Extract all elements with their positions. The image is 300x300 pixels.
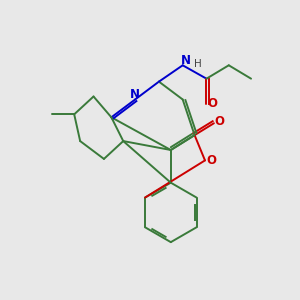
Text: H: H xyxy=(194,59,202,69)
Text: O: O xyxy=(215,115,225,128)
Text: O: O xyxy=(207,98,218,110)
Text: N: N xyxy=(181,54,191,67)
Text: N: N xyxy=(130,88,140,100)
Text: O: O xyxy=(206,154,217,167)
